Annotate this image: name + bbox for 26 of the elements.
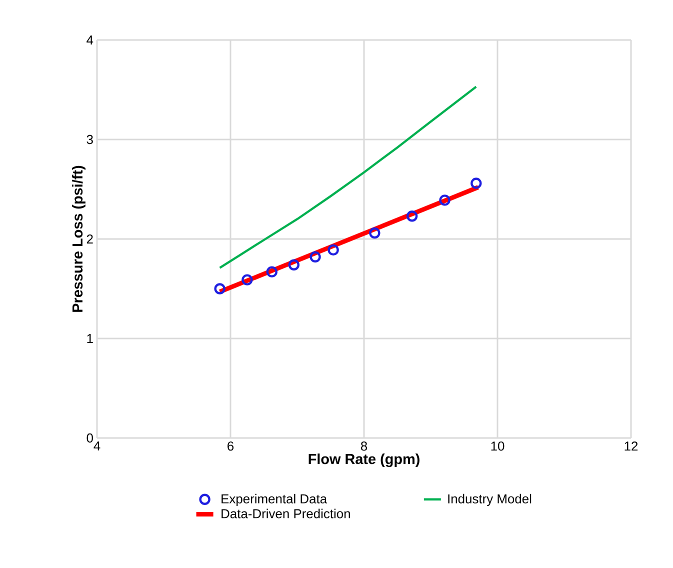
legend-label: Data-Driven Prediction <box>222 508 350 518</box>
point <box>242 274 253 286</box>
legend-label: Industry Model <box>448 494 532 506</box>
y-tick-label: 3 <box>86 134 93 144</box>
point <box>406 210 418 222</box>
point <box>470 178 482 189</box>
point <box>310 251 321 263</box>
legend-label: Experimental Data <box>222 494 328 506</box>
y-tick-label: 4 <box>86 36 94 44</box>
x-tick-label: 6 <box>228 442 234 451</box>
y-axis-title: Pressure Loss (psi/ft) <box>72 166 86 312</box>
point <box>369 227 380 239</box>
x-tick-label: 8 <box>360 442 368 451</box>
point <box>214 283 226 294</box>
x-tick-label: 4 <box>94 442 100 450</box>
x-axis-title: Flow Rate (gpm) <box>308 454 420 468</box>
point <box>328 244 339 256</box>
y-tick-label: 0 <box>86 433 93 443</box>
x-tick-label: 12 <box>624 442 638 451</box>
point <box>439 194 450 206</box>
y-tick-label: 2 <box>86 234 93 244</box>
point <box>266 266 278 278</box>
y-tick-label: 1 <box>87 334 93 343</box>
point <box>288 259 300 270</box>
line-series <box>218 86 478 269</box>
x-tick-label: 10 <box>491 442 504 451</box>
